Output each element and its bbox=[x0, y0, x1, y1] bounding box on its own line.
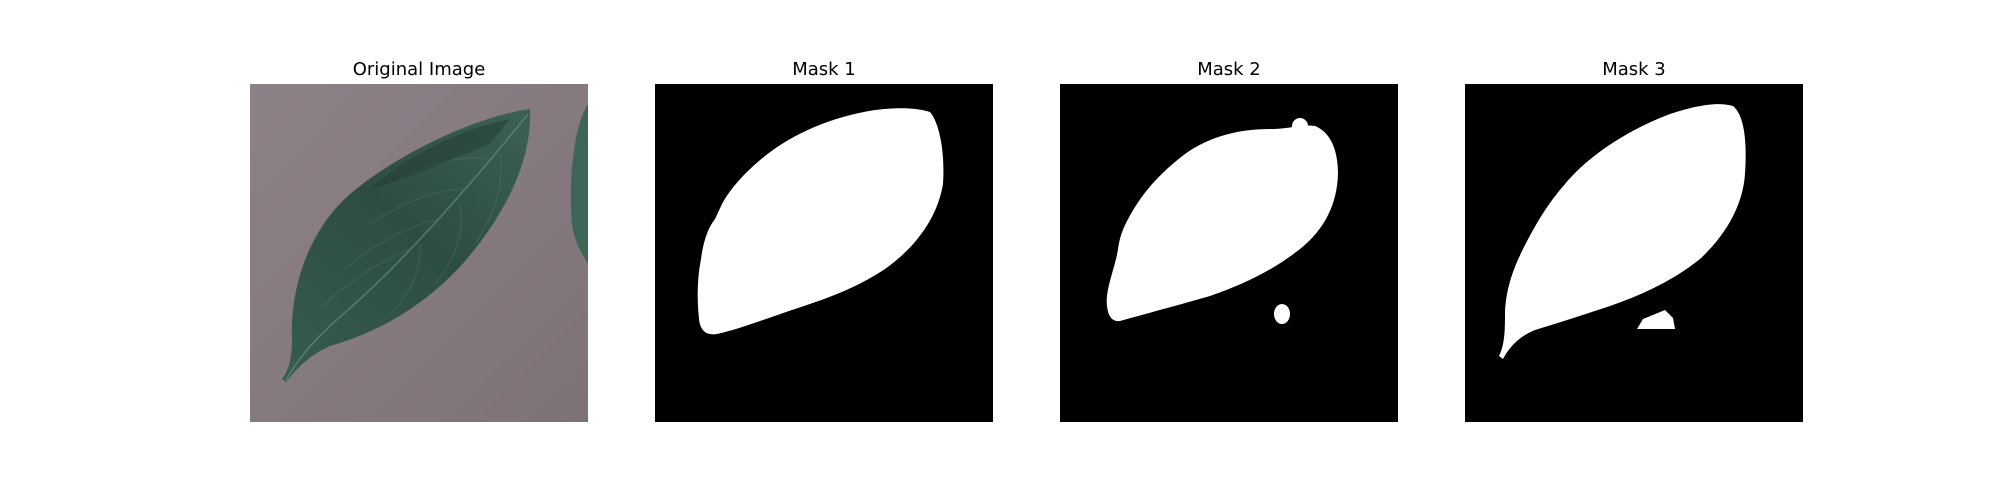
mask-2-small-blob bbox=[1274, 304, 1290, 324]
mask-3-small-blob bbox=[1637, 310, 1675, 329]
mask-3-image bbox=[1465, 84, 1803, 422]
mask-3-leaf-region bbox=[1499, 104, 1746, 359]
panel-title-original-image: Original Image bbox=[352, 59, 486, 80]
mask-1-image bbox=[655, 84, 993, 422]
original-leaf-image bbox=[250, 84, 588, 422]
leaf-shadow bbox=[370, 119, 510, 189]
partial-leaf-fragment bbox=[570, 104, 588, 264]
leaf-veins bbox=[319, 153, 502, 315]
mask-2-top-blob bbox=[1292, 118, 1308, 134]
mask-2-image bbox=[1060, 84, 1398, 422]
mask-2-leaf-region bbox=[1106, 125, 1338, 322]
leaf-midrib bbox=[285, 113, 529, 381]
mask-1-leaf-region bbox=[697, 108, 944, 335]
panel-title-mask-2: Mask 2 bbox=[1197, 59, 1261, 80]
panel-title-mask-3: Mask 3 bbox=[1602, 59, 1666, 80]
panel-title-mask-1: Mask 1 bbox=[792, 59, 856, 80]
